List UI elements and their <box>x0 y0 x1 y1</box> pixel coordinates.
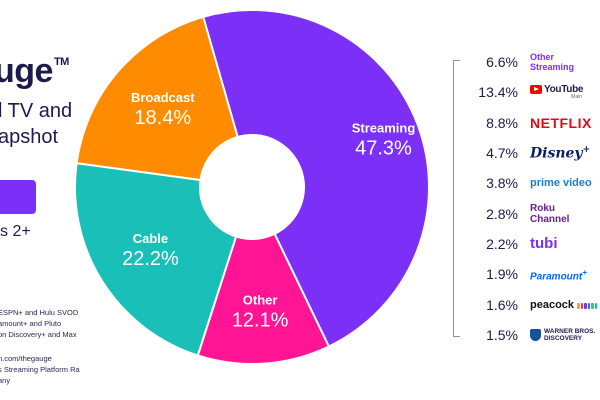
youtube-logo: YouTube Main <box>530 84 590 100</box>
list-item: 8.8% NETFLIX <box>460 108 600 138</box>
streaming-bracket <box>453 60 460 337</box>
list-item: 6.6% Other Streaming <box>460 47 600 77</box>
footnote-3: on Discovery+ and Max <box>0 330 77 339</box>
slice-streaming <box>201 9 430 348</box>
footnote-2: amount+ and Pluto <box>0 319 62 328</box>
source-2: s Streaming Platform Ratings <box>0 365 80 374</box>
slice-other <box>196 232 331 365</box>
platform-share: 13.4% <box>478 84 518 101</box>
platform-share: 1.6% <box>486 296 518 313</box>
subtitle: l TV and apshot <box>0 98 72 150</box>
peacock-feathers-icon <box>576 296 598 314</box>
source-1: n.com/thegauge <box>0 354 52 363</box>
list-item: 1.9% Paramount+ <box>460 259 600 289</box>
slice-label-cable: Cable <box>133 231 168 246</box>
prime-video-logo: prime video <box>530 177 592 190</box>
peacock-feather-2 <box>580 302 584 309</box>
slice-label-other: Other <box>243 293 278 308</box>
peacock-feather-3 <box>584 302 587 309</box>
slice-label-broadcast: Broadcast <box>131 90 195 105</box>
peacock-feather-6 <box>594 302 598 309</box>
age-label: s 2+ <box>0 223 31 240</box>
netflix-logo: NETFLIX <box>530 114 592 131</box>
list-item: 2.2% tubi <box>460 229 600 259</box>
slice-value-streaming: 47.3% <box>355 138 412 160</box>
source-3: any <box>0 376 11 385</box>
warner-bros-discovery-logo: WARNER BROS. DISCOVERY <box>530 328 595 342</box>
tubi-logo: tubi <box>530 235 558 253</box>
roku-channel-logo: Roku Channel <box>530 202 570 225</box>
paramount-plus-logo: Paramount+ <box>530 266 588 282</box>
footnote-1: ESPN+ and Hulu SVOD <box>0 308 79 317</box>
slice-label-streaming: Streaming <box>352 121 416 136</box>
platform-share: 1.5% <box>486 326 518 343</box>
disney-logo: Disney+ <box>530 144 591 162</box>
subtitle-line-2: apshot <box>0 126 59 148</box>
list-item: 1.5% WARNER BROS. DISCOVERY <box>460 320 600 350</box>
slice-cable <box>74 161 238 357</box>
platform-share: 8.8% <box>486 114 518 131</box>
slice-value-other: 12.1% <box>232 310 289 332</box>
footnotes: ESPN+ and Hulu SVOD amount+ and Pluto on… <box>0 307 78 340</box>
list-item: 3.8% prime video <box>460 168 600 198</box>
list-item: 13.4% YouTube Main <box>460 77 600 107</box>
brand-title: ugeTM <box>0 52 69 90</box>
sources: n.com/thegauge s Streaming Platform Rati… <box>0 353 80 386</box>
list-item: 4.7% Disney+ <box>460 138 600 168</box>
list-item: 1.6% peacock <box>460 289 600 319</box>
platform-share: 1.9% <box>486 266 518 283</box>
platform-share: 2.8% <box>486 205 518 222</box>
peacock-logo: peacock <box>530 296 598 314</box>
platform-share: 4.7% <box>486 145 518 162</box>
left-panel: ugeTM l TV and apshot s 2+ ESPN+ and Hul… <box>0 0 80 400</box>
slice-value-cable: 22.2% <box>122 248 179 270</box>
peacock-feather-5 <box>591 302 594 309</box>
other-streaming-label: Other Streaming <box>530 52 575 73</box>
trademark: TM <box>53 56 69 68</box>
peacock-feather-1 <box>577 302 580 309</box>
wb-shield-icon <box>530 328 541 341</box>
accent-swatch <box>0 180 36 214</box>
platform-share: 3.8% <box>486 175 518 192</box>
platform-share: 6.6% <box>486 54 518 71</box>
platform-share: 2.2% <box>486 235 518 252</box>
peacock-feather-4 <box>587 302 591 309</box>
slice-value-broadcast: 18.4% <box>134 107 191 129</box>
slice-broadcast <box>75 15 239 182</box>
list-item: 2.8% Roku Channel <box>460 198 600 228</box>
streaming-breakdown-list: 6.6% Other Streaming 13.4% YouTube Main 8… <box>460 47 600 350</box>
subtitle-line-1: l TV and <box>0 100 73 122</box>
play-icon <box>530 85 542 95</box>
